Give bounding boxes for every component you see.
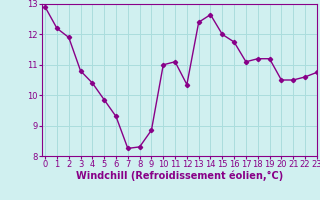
X-axis label: Windchill (Refroidissement éolien,°C): Windchill (Refroidissement éolien,°C) [76,171,283,181]
